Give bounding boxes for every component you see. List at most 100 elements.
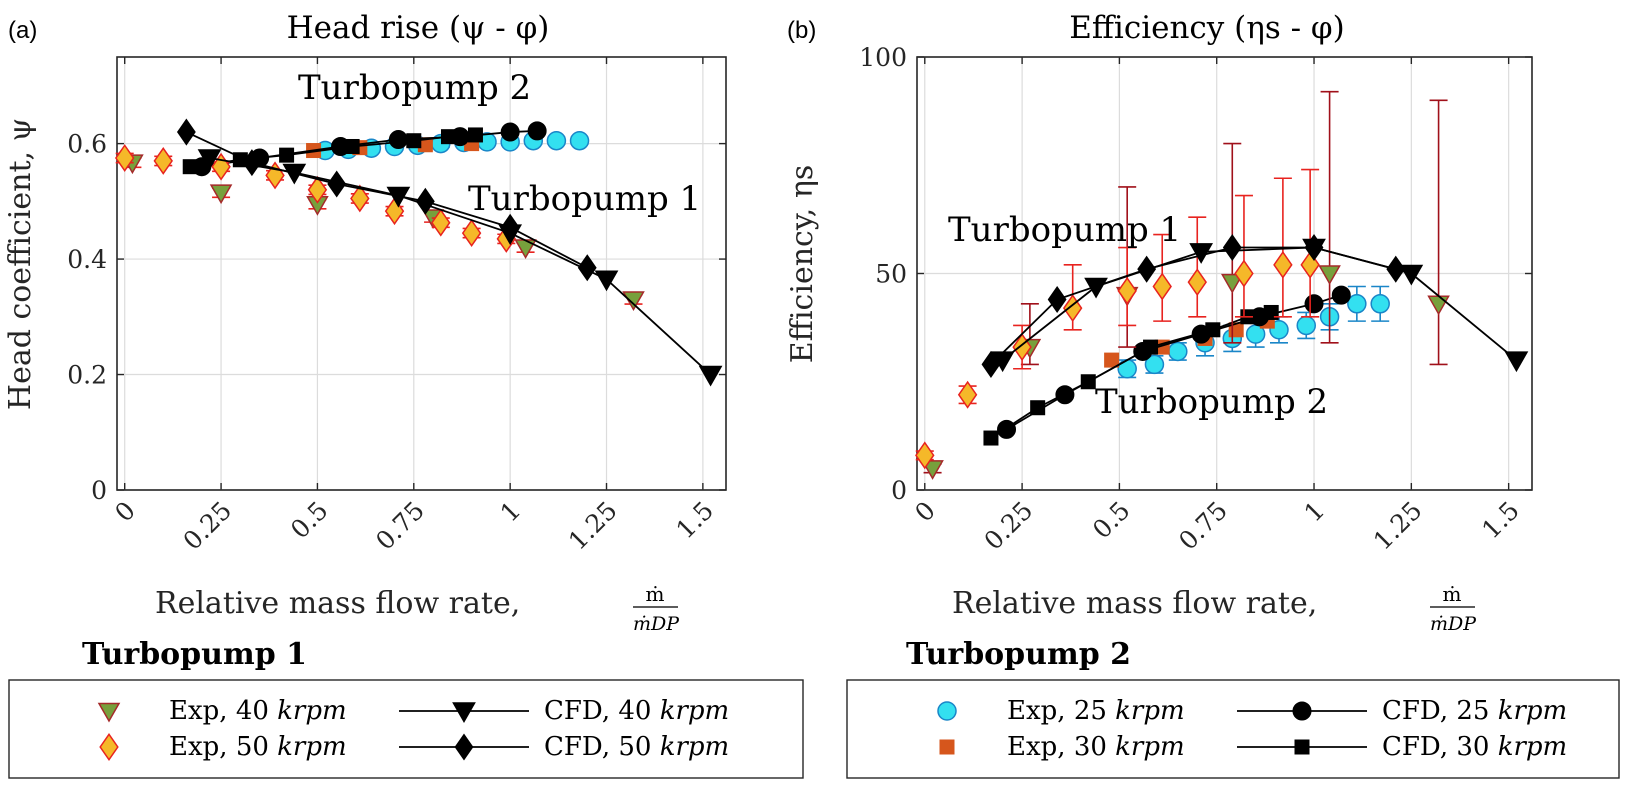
x-tick-label: 0.25	[978, 496, 1038, 556]
tp1-legend-marker	[97, 702, 121, 723]
data-point	[1304, 233, 1324, 262]
annotation-a-turbopump-1: Turbopump 1	[468, 179, 701, 219]
data-point	[461, 219, 482, 248]
y-tick-label: 0.6	[67, 130, 107, 159]
tp1-legend-label: Exp, 40 krpm	[169, 696, 347, 726]
panel-label-a: (a)	[8, 17, 37, 44]
y-tick-label: 0.4	[67, 245, 107, 274]
legend-label-unit: krpm	[660, 732, 729, 762]
data-point	[467, 127, 483, 143]
x-tick-label: 0.25	[177, 496, 237, 556]
legend-label-unit: krpm	[660, 696, 729, 726]
panel-label-b: (b)	[787, 17, 816, 44]
data-point	[1504, 351, 1529, 373]
data-point	[1084, 277, 1108, 299]
data-point	[279, 147, 295, 163]
legend-title-tp1: Turbopump 1	[82, 637, 307, 672]
data-point	[514, 239, 537, 260]
data-point	[983, 430, 999, 446]
data-point	[1427, 295, 1450, 316]
legend-label-text: CFD, 50	[544, 732, 660, 762]
legend-label-text: Exp, 30	[1007, 732, 1115, 762]
annotation-a-turbopump-2: Turbopump 2	[298, 68, 531, 108]
plot-frame	[116, 56, 727, 491]
tp2-legend-marker	[939, 739, 955, 755]
panel-b: 0 0.25 0.5 0.75 1 1.25 1.5 0 50 100	[859, 43, 1533, 556]
data-point	[1187, 268, 1207, 297]
x-tick-label: 0	[109, 496, 141, 528]
data-point	[1347, 294, 1367, 314]
tp1-legend-label: CFD, 50 krpm	[544, 732, 729, 762]
data-point	[209, 184, 233, 205]
series-line	[185, 131, 588, 269]
series-diamond	[114, 144, 517, 253]
xlabel-fraction-b: ṁ ṁDP	[1430, 582, 1477, 635]
data-point	[1399, 264, 1424, 286]
legend-label-unit: krpm	[1115, 732, 1184, 762]
chart-title-b: Efficiency (ηs - φ)	[1069, 10, 1344, 46]
data-point	[1143, 339, 1159, 355]
data-point	[1304, 294, 1324, 314]
series-line	[1002, 246, 1518, 361]
data-point	[1263, 304, 1279, 320]
data-point	[500, 122, 520, 142]
data-point	[1080, 374, 1096, 390]
data-point	[981, 350, 1001, 378]
data-point	[1168, 341, 1188, 362]
legend-label-text: CFD, 25	[1382, 696, 1498, 726]
data-point	[1386, 255, 1406, 283]
x-tick-label: 1	[495, 496, 527, 528]
data-point	[197, 149, 222, 171]
series-line	[990, 246, 1396, 366]
data-point	[546, 130, 567, 151]
panel-a: 0 0.25 0.5 0.75 1 1.25 1.5 0 0.2 0.4 0.6	[67, 56, 727, 556]
y-axis-label-b: Efficiency, ηs	[785, 165, 820, 364]
tp1-legend-marker	[452, 702, 476, 724]
legend-label-text: CFD, 40	[544, 696, 660, 726]
tp1-legend-marker	[99, 733, 119, 761]
data-point	[114, 144, 135, 172]
data-point	[1273, 250, 1293, 279]
tp1-legend-label: CFD, 40 krpm	[544, 696, 729, 726]
x-tick-label: 1.5	[670, 496, 719, 545]
data-point	[350, 184, 370, 213]
data-point	[440, 129, 456, 145]
data-point	[307, 175, 328, 204]
series-diamond-line	[176, 118, 597, 282]
tp1-legend-label: Exp, 50 krpm	[169, 732, 347, 762]
data-point	[384, 197, 405, 226]
data-point	[1152, 272, 1172, 301]
data-point	[1222, 233, 1242, 262]
data-point	[698, 365, 723, 387]
data-point	[1062, 294, 1083, 323]
data-point	[569, 130, 590, 151]
legend-label-text: Exp, 25	[1007, 696, 1115, 726]
series-circle	[1117, 285, 1390, 379]
data-point	[344, 138, 360, 154]
svg-text:ṁ: ṁ	[646, 582, 665, 606]
x-tick-label: 0.75	[370, 496, 430, 556]
x-tick-label: 0	[909, 496, 941, 528]
data-point	[622, 291, 645, 311]
data-point	[1104, 352, 1120, 368]
annotation-b-turbopump-2: Turbopump 2	[1095, 382, 1328, 422]
data-point	[577, 254, 597, 282]
x-tick-label: 0.75	[1173, 496, 1233, 556]
tp2-legend-marker	[1292, 701, 1312, 721]
xlabel-fraction-a: ṁ ṁDP	[633, 582, 680, 635]
data-point	[1370, 294, 1390, 314]
data-point	[915, 441, 935, 470]
y-tick-label: 100	[859, 43, 907, 72]
data-point	[1117, 276, 1137, 305]
data-point	[153, 146, 173, 175]
data-point	[957, 380, 978, 409]
data-point	[527, 121, 547, 141]
data-point	[1030, 400, 1046, 416]
y-tick-label: 0	[91, 476, 107, 505]
y-axis-label-a: Head coefficient, ψ	[3, 118, 38, 410]
y-tick-label: 50	[875, 260, 907, 289]
legend-label-text: Exp, 50	[169, 732, 277, 762]
x-tick-label: 0.5	[1087, 496, 1136, 545]
grid-lines-a	[117, 57, 726, 491]
